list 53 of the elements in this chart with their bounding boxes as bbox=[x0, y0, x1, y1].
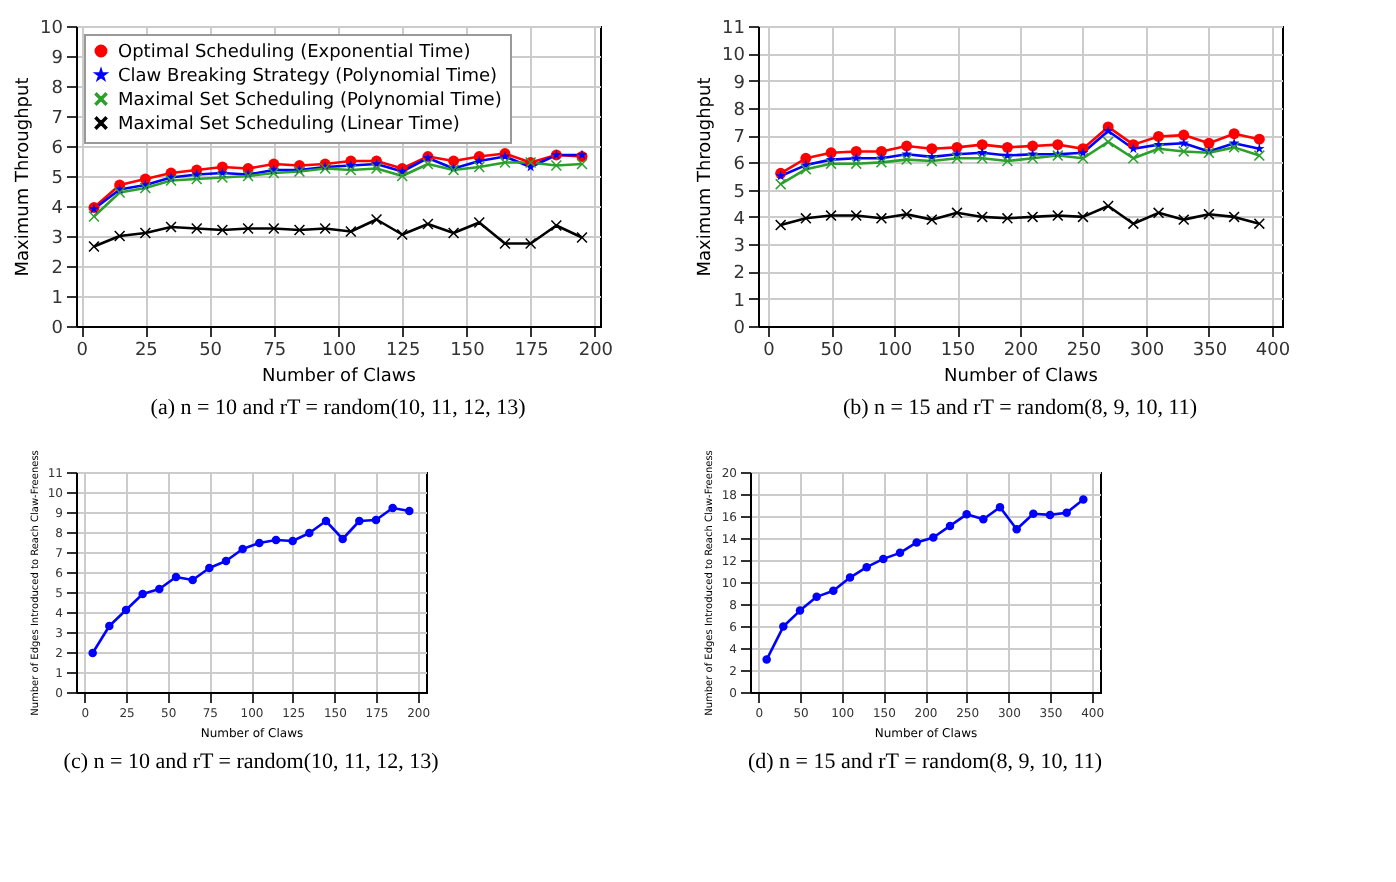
y-tick-label: 8 bbox=[51, 79, 64, 99]
y-tick-label: 4 bbox=[51, 199, 64, 219]
y-tick-label: 8 bbox=[733, 100, 746, 121]
y-tick-label: 0 bbox=[51, 319, 64, 339]
x-tick-label: 50 bbox=[199, 341, 223, 361]
y-tick-label: 5 bbox=[733, 182, 745, 203]
x-tick-label: 175 bbox=[514, 341, 549, 361]
x-tick-label: 200 bbox=[578, 341, 614, 361]
x-tick-label: 100 bbox=[321, 341, 357, 361]
y-tick-label: 11 bbox=[722, 19, 745, 39]
x-axis-title: Number of Claws bbox=[262, 367, 417, 387]
y-tick-label: 1 bbox=[733, 291, 745, 312]
x-tick-label: 50 bbox=[820, 341, 845, 361]
legend-label: Claw Breaking Strategy (Polynomial Time) bbox=[118, 67, 498, 87]
y-tick-label: 0 bbox=[733, 319, 746, 339]
x-tick-label: 75 bbox=[263, 341, 287, 361]
legend-label: Maximal Set Scheduling (Polynomial Time) bbox=[118, 91, 502, 111]
y-tick-label: 6 bbox=[51, 139, 64, 159]
y-tick-label: 10 bbox=[722, 46, 746, 67]
x-tick-label: 200 bbox=[1003, 341, 1039, 361]
x-tick-label: 350 bbox=[1192, 341, 1228, 361]
x-tick-label: 400 bbox=[1255, 341, 1291, 361]
x-tick-label: 0 bbox=[76, 341, 89, 361]
y-tick-label: 6 bbox=[733, 155, 746, 176]
y-axis-title: Maximum Throughput bbox=[14, 76, 35, 277]
x-tick-label: 100 bbox=[877, 341, 913, 361]
y-tick-label: 3 bbox=[733, 237, 745, 258]
x-tick-label: 25 bbox=[134, 341, 158, 361]
x-tick-label: 125 bbox=[386, 341, 421, 361]
y-tick-label: 1 bbox=[51, 289, 63, 309]
y-tick-label: 4 bbox=[733, 209, 746, 230]
y-tick-label: 7 bbox=[733, 128, 745, 149]
x-tick-label: 250 bbox=[1066, 341, 1102, 361]
x-tick-label: 150 bbox=[940, 341, 976, 361]
y-tick-label: 2 bbox=[733, 264, 745, 285]
y-tick-label: 5 bbox=[51, 169, 63, 189]
x-tick-label: 150 bbox=[450, 341, 486, 361]
legend-label: Maximal Set Scheduling (Linear Time) bbox=[118, 115, 460, 135]
text: (c) n = 10 and rT = random(10, 11, 12, 13) bbox=[63, 750, 440, 774]
x-tick-label: 0 bbox=[763, 341, 776, 361]
y-axis-title: Maximum Throughput bbox=[696, 76, 717, 277]
text: (a) n = 10 and rT = random(10, 11, 12, 13) bbox=[150, 396, 527, 420]
text: (d) n = 15 and rT = random(8, 9, 10, 11) bbox=[747, 750, 1103, 774]
y-tick-label: 7 bbox=[51, 109, 63, 129]
x-tick-label: 300 bbox=[1129, 341, 1165, 361]
text: (b) n = 15 and rT = random(8, 9, 10, 11) bbox=[842, 396, 1198, 420]
y-tick-label: 9 bbox=[733, 73, 746, 94]
y-tick-label: 10 bbox=[40, 19, 64, 39]
legend-label: Optimal Scheduling (Exponential Time) bbox=[118, 43, 471, 63]
x-axis-title: Number of Claws bbox=[944, 367, 1099, 387]
y-tick-label: 9 bbox=[51, 49, 64, 69]
y-tick-label: 3 bbox=[51, 229, 63, 249]
y-tick-label: 2 bbox=[51, 259, 63, 279]
